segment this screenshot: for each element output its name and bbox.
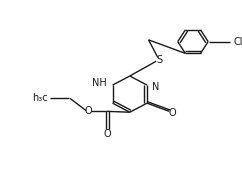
Text: h₃c: h₃c	[32, 93, 48, 103]
Text: O: O	[85, 106, 92, 116]
Text: S: S	[156, 55, 162, 65]
Text: O: O	[104, 129, 111, 139]
Text: Cl: Cl	[233, 37, 242, 47]
Text: NH: NH	[92, 78, 107, 88]
Text: O: O	[168, 108, 176, 119]
Text: N: N	[152, 81, 159, 92]
